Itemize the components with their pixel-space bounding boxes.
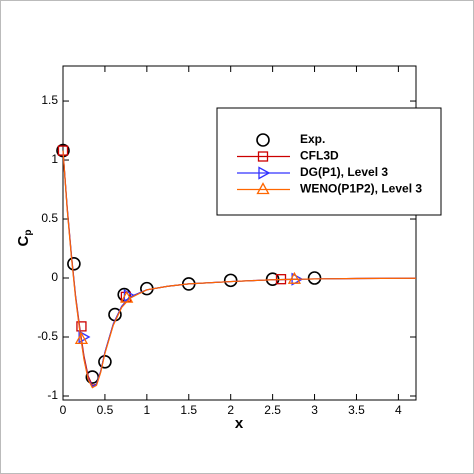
x-tick-label: 4 <box>395 403 402 417</box>
marker <box>67 257 81 271</box>
legend-label: Exp. <box>300 132 325 146</box>
marker <box>223 273 238 288</box>
y-tick-label: 1 <box>51 152 58 166</box>
y-tick-label: 0.5 <box>41 211 58 225</box>
plot-area <box>62 65 417 401</box>
x-tick-label: 2.5 <box>264 403 281 417</box>
y-tick-label: -0.5 <box>37 329 58 343</box>
marker <box>74 332 89 345</box>
x-tick-label: 1.5 <box>180 403 197 417</box>
y-axis-label-sub: p <box>23 230 34 236</box>
marker <box>307 271 322 285</box>
marker <box>287 271 302 284</box>
legend-label: WENO(P1P2), Level 3 <box>300 182 422 196</box>
y-tick-label: 1.5 <box>41 93 58 107</box>
marker <box>76 321 87 332</box>
legend-label: DG(P1), Level 3 <box>300 165 388 179</box>
x-tick-label: 2 <box>227 403 234 417</box>
legend-marker <box>256 182 270 195</box>
x-tick-label: 0 <box>60 403 67 417</box>
x-axis-label: x <box>235 415 244 432</box>
marker <box>120 290 134 303</box>
legend-box <box>216 107 442 216</box>
legend-label: CFL3D <box>300 149 339 163</box>
y-axis-label-main: C <box>15 235 32 246</box>
legend-marker <box>256 133 270 147</box>
legend-marker <box>257 151 269 162</box>
y-tick-label: 0 <box>51 270 58 284</box>
series-line <box>62 150 417 389</box>
legend-marker <box>258 166 271 180</box>
x-tick-label: 3.5 <box>348 403 365 417</box>
x-tick-label: 0.5 <box>97 403 114 417</box>
y-axis-label: Cp <box>15 230 34 247</box>
x-tick-label: 3 <box>311 403 318 417</box>
y-tick-label: -1 <box>47 388 58 402</box>
x-tick-label: 1 <box>144 403 151 417</box>
